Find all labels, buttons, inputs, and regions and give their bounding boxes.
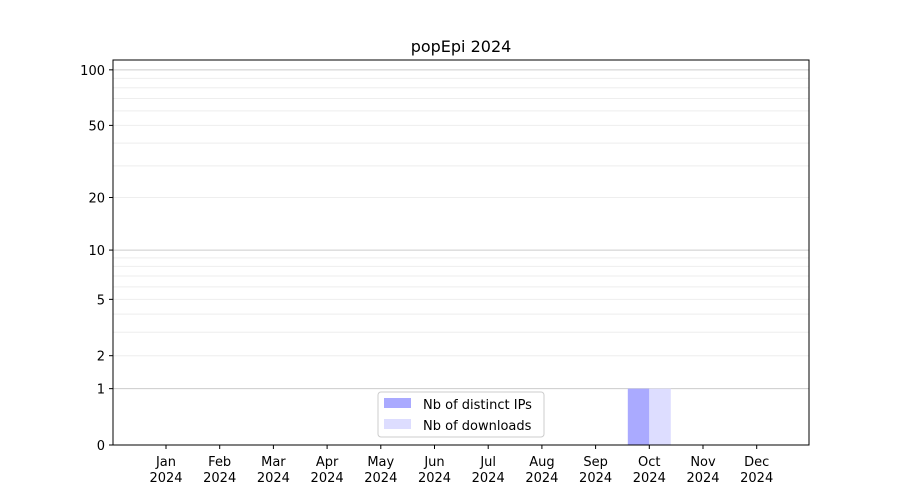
y-axis: 0 1 2 5 10 20 50 100 [80,64,113,454]
x-tick-label-month: Jul [479,455,496,470]
x-tick-label-year: 2024 [686,471,719,486]
x-tick-label-year: 2024 [633,471,666,486]
x-tick-label-year: 2024 [740,471,773,486]
x-tick-label-year: 2024 [203,471,236,486]
legend-label-distinct-ips: Nb of distinct IPs [423,398,532,413]
x-tick-label-year: 2024 [149,471,182,486]
y-tick-label: 50 [88,119,105,134]
bars [627,388,671,445]
y-tick-label: 1 [97,383,105,398]
y-tick-label: 0 [97,439,105,454]
plot-frame [112,59,810,446]
x-axis: Jan2024Feb2024Mar2024Apr2024May2024Jun20… [149,445,773,486]
bar-distinct-ips [627,388,650,445]
bar-downloads [649,388,671,445]
x-tick-label-month: Nov [690,455,716,470]
x-tick-label-month: May [367,455,394,470]
x-tick-label-month: Jun [423,455,444,470]
x-tick-label-month: Oct [638,455,660,470]
chart-title: popEpi 2024 [411,37,512,56]
legend-frame [377,391,545,438]
x-tick-label-year: 2024 [579,471,612,486]
x-tick-label-month: Sep [583,455,608,470]
x-tick-label-year: 2024 [257,471,290,486]
legend-swatch-distinct-ips [384,398,411,408]
legend-label-downloads: Nb of downloads [423,419,532,434]
y-tick-label: 2 [97,350,105,365]
legend-swatch-downloads [384,419,411,429]
y-tick-label: 100 [80,64,105,79]
x-tick-label-month: Apr [316,455,339,470]
x-tick-label-year: 2024 [472,471,505,486]
gridlines [113,69,809,390]
x-tick-label-year: 2024 [311,471,344,486]
x-tick-label-month: Dec [744,455,769,470]
x-tick-label-month: Feb [208,455,231,470]
x-tick-label-month: Jan [155,455,176,470]
x-tick-label-year: 2024 [418,471,451,486]
x-tick-label-month: Aug [529,455,554,470]
x-tick-label-year: 2024 [364,471,397,486]
x-tick-label-month: Mar [261,455,286,470]
legend: Nb of distinct IPs Nb of downloads [377,391,545,438]
y-tick-label: 5 [97,293,105,308]
y-tick-label: 10 [88,244,105,259]
x-tick-label-year: 2024 [525,471,558,486]
y-tick-label: 20 [88,192,105,207]
